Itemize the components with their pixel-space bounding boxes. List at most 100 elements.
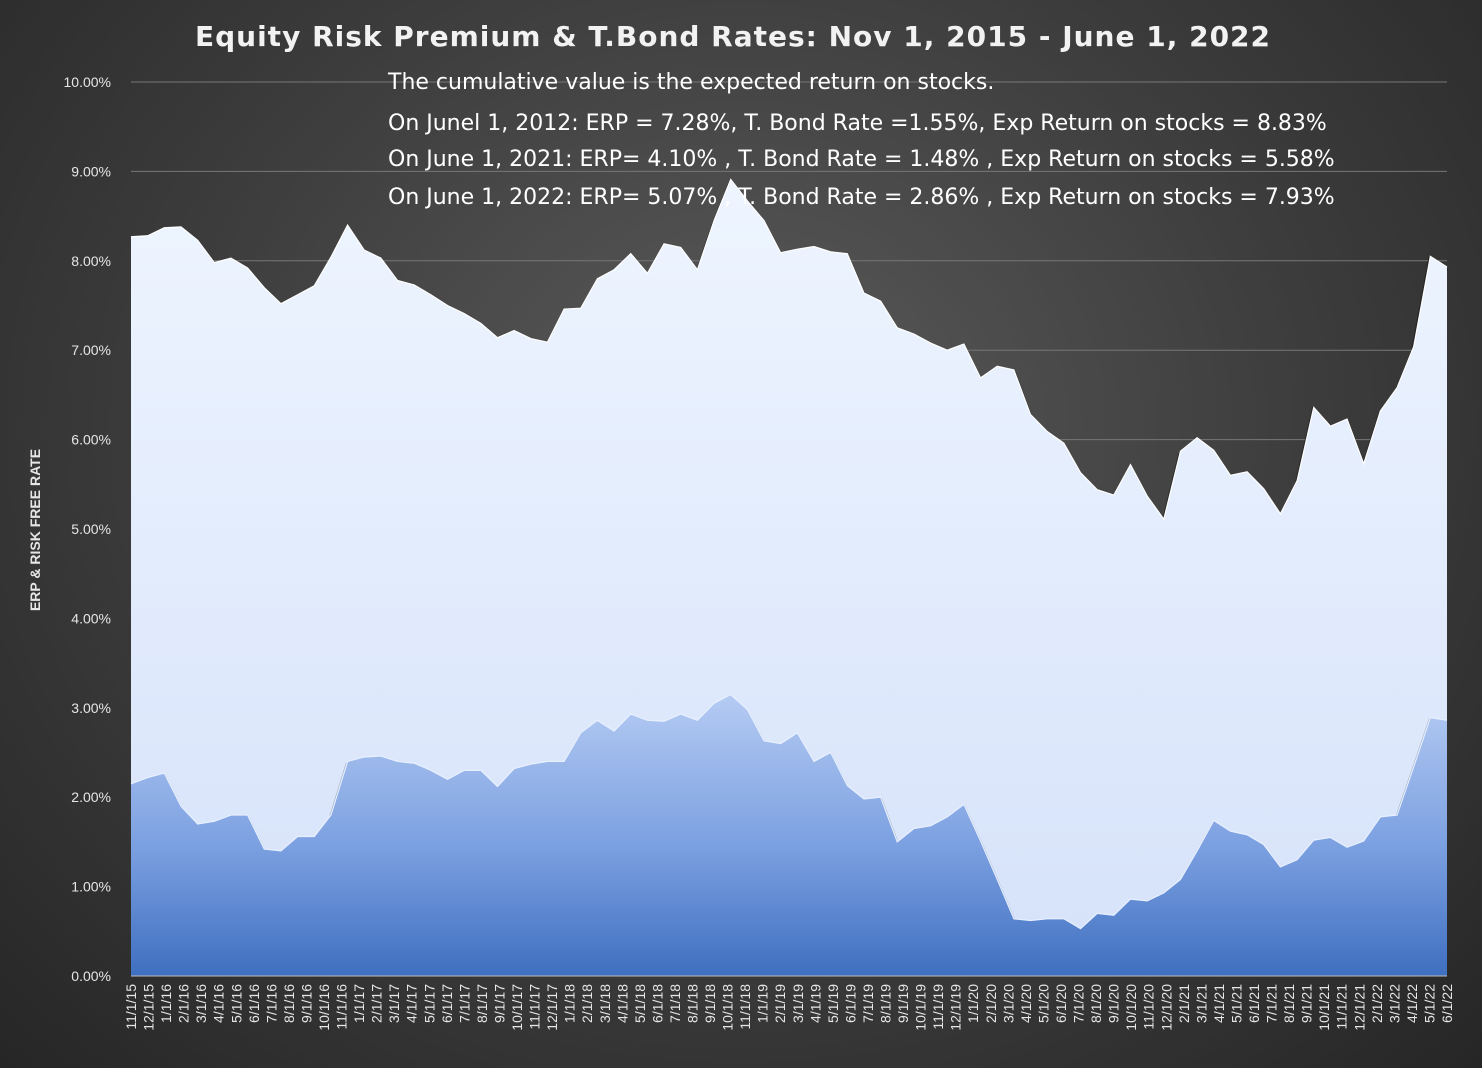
x-tick-label: 11/1/18: [737, 984, 753, 1030]
x-tick-label: 3/1/18: [597, 984, 613, 1023]
x-tick-label: 7/1/19: [860, 984, 876, 1023]
x-tick-label: 3/1/16: [193, 984, 209, 1023]
x-tick-label: 6/1/21: [1246, 984, 1262, 1023]
x-tick-label: 4/1/17: [404, 984, 420, 1023]
x-tick-label: 2/1/17: [369, 984, 385, 1023]
y-ticks: 0.00% 1.00% 2.00% 3.00% 4.00% 5.00% 6.00% 7.00%…: [64, 74, 111, 984]
x-tick-label: 1/1/17: [351, 984, 367, 1023]
x-tick-label: 3/1/17: [386, 984, 402, 1023]
x-tick-label: 4/1/16: [211, 984, 227, 1023]
x-tick-label: 7/1/17: [456, 984, 472, 1023]
x-tick-label: 5/1/22: [1421, 984, 1437, 1023]
x-tick-label: 4/1/22: [1404, 984, 1420, 1023]
y-axis-label: ERP & RISK FREE RATE: [27, 449, 43, 611]
x-tick-label: 10/1/20: [1123, 984, 1139, 1031]
x-tick-label: 6/1/22: [1439, 984, 1455, 1023]
x-tick-label: 7/1/20: [1071, 984, 1087, 1023]
x-tick-label: 6/1/17: [439, 984, 455, 1023]
x-tick-label: 8/1/17: [474, 984, 490, 1023]
x-tick-label: 4/1/19: [807, 984, 823, 1023]
x-tick-label: 1/1/18: [562, 984, 578, 1023]
x-tick-label: 4/1/21: [1211, 984, 1227, 1023]
bond-rate-line: [130, 693, 1448, 930]
x-tick-label: 7/1/16: [263, 984, 279, 1023]
x-tick-label: 8/1/21: [1281, 984, 1297, 1023]
x-tick-label: 8/1/20: [1088, 984, 1104, 1023]
y-tick-label: 1.00%: [71, 879, 111, 895]
chart-title: Equity Risk Premium & T.Bond Rates: Nov …: [195, 20, 1271, 53]
x-tick-label: 7/1/21: [1264, 984, 1280, 1023]
y-tick-label: 5.00%: [71, 521, 111, 537]
y-tick-label: 9.00%: [71, 163, 111, 179]
x-tick-label: 10/1/16: [316, 984, 332, 1031]
x-tick-label: 6/1/16: [246, 984, 262, 1023]
x-tick-label: 2/1/22: [1369, 984, 1385, 1023]
x-tick-label: 9/1/18: [702, 984, 718, 1023]
x-tick-label: 10/1/19: [913, 984, 929, 1031]
x-tick-label: 8/1/16: [281, 984, 297, 1023]
x-tick-label: 11/1/17: [527, 984, 543, 1030]
x-tick-label: 9/1/19: [895, 984, 911, 1023]
x-tick-label: 9/1/20: [1106, 984, 1122, 1023]
y-tick-label: 8.00%: [71, 253, 111, 269]
y-tick-label: 10.00%: [64, 74, 111, 90]
x-tick-label: 10/1/18: [720, 984, 736, 1031]
x-tick-label: 12/1/17: [544, 984, 560, 1031]
x-tick-label: 6/1/19: [842, 984, 858, 1023]
x-tick-label: 12/1/15: [141, 984, 157, 1031]
x-tick-label: 5/1/17: [421, 984, 437, 1023]
x-tick-label: 1/1/20: [965, 984, 981, 1023]
y-tick-label: 0.00%: [71, 968, 111, 984]
y-tick-label: 6.00%: [71, 432, 111, 448]
x-tick-label: 5/1/16: [228, 984, 244, 1023]
x-tick-label: 4/1/20: [1018, 984, 1034, 1023]
y-tick-label: 4.00%: [71, 610, 111, 626]
x-ticks: 11/1/15 12/1/15 1/1/16 2/1/16 3/1/16 4/1/16 5/…: [123, 984, 1455, 1031]
x-tick-label: 9/1/21: [1299, 984, 1315, 1023]
x-tick-label: 2/1/21: [1176, 984, 1192, 1023]
y-tick-label: 3.00%: [71, 700, 111, 716]
x-tick-label: 5/1/19: [825, 984, 841, 1023]
x-tick-label: 2/1/19: [772, 984, 788, 1023]
x-tick-label: 6/1/20: [1053, 984, 1069, 1023]
x-tick-label: 5/1/18: [632, 984, 648, 1023]
annotation-line-1: The cumulative value is the expected ret…: [387, 70, 994, 95]
x-tick-label: 3/1/22: [1386, 984, 1402, 1023]
total-line: [130, 178, 1448, 521]
x-tick-label: 3/1/20: [1000, 984, 1016, 1023]
x-tick-label: 8/1/19: [878, 984, 894, 1023]
x-tick-label: 12/1/21: [1351, 984, 1367, 1031]
x-tick-label: 3/1/21: [1193, 984, 1209, 1023]
x-tick-label: 3/1/19: [790, 984, 806, 1023]
annotation-line-2: On Junel 1, 2012: ERP = 7.28%, T. Bond R…: [388, 111, 1327, 136]
x-tick-label: 2/1/16: [176, 984, 192, 1023]
x-tick-label: 2/1/18: [579, 984, 595, 1023]
x-tick-label: 5/1/20: [1035, 984, 1051, 1023]
x-tick-label: 11/1/16: [334, 984, 350, 1030]
y-tick-label: 2.00%: [71, 789, 111, 805]
x-tick-label: 5/1/21: [1228, 984, 1244, 1023]
annotation-line-4: On June 1, 2022: ERP= 5.07% , T. Bond Ra…: [388, 185, 1335, 210]
bond-rate-area: [131, 694, 1447, 976]
x-tick-label: 12/1/20: [1158, 984, 1174, 1031]
erp-area: [131, 179, 1447, 929]
x-tick-label: 7/1/18: [667, 984, 683, 1023]
areas: [130, 178, 1449, 977]
x-tick-label: 6/1/18: [649, 984, 665, 1023]
x-tick-label: 1/1/16: [158, 984, 174, 1023]
x-tick-label: 2/1/20: [983, 984, 999, 1023]
x-tick-label: 10/1/21: [1316, 984, 1332, 1031]
x-tick-label: 10/1/17: [509, 984, 525, 1031]
x-tick-label: 9/1/16: [298, 984, 314, 1023]
x-tick-label: 11/1/19: [930, 984, 946, 1030]
x-tick-label: 11/1/21: [1334, 984, 1350, 1030]
annotation-line-3: On June 1, 2021: ERP= 4.10% , T. Bond Ra…: [388, 147, 1335, 172]
x-tick-label: 1/1/19: [755, 984, 771, 1023]
x-tick-label: 11/1/15: [123, 984, 139, 1030]
annotations: The cumulative value is the expected ret…: [387, 70, 1335, 210]
x-tick-label: 9/1/17: [491, 984, 507, 1023]
x-tick-label: 12/1/19: [948, 984, 964, 1031]
x-tick-label: 4/1/18: [614, 984, 630, 1023]
x-tick-label: 8/1/18: [684, 984, 700, 1023]
